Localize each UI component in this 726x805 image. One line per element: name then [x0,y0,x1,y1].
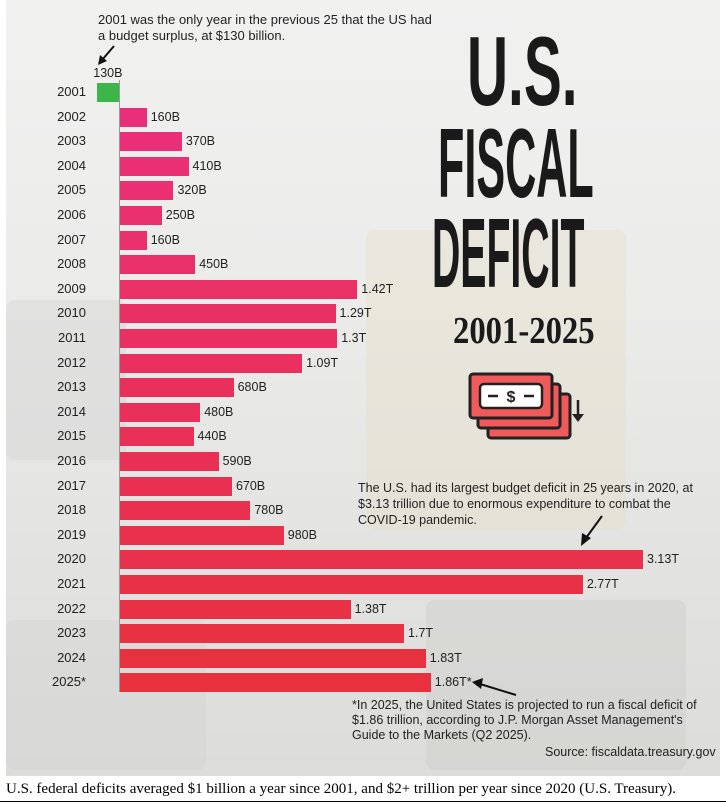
bar-deficit [120,452,219,471]
data-label: 370B [185,134,216,149]
y-tick-label: 2010 [57,305,86,321]
data-label: 450B [199,257,229,272]
data-label: 440B [197,429,227,444]
bar-deficit [120,304,336,324]
y-tick-label: 2018 [57,502,86,518]
bar-deficit [120,206,162,225]
y-tick-label: 2014 [57,403,86,419]
bar-deficit [120,648,426,668]
y-tick-label: 2003 [57,133,86,149]
annotation-projection: *In 2025, the United States is projected… [352,698,697,742]
data-label: 160B [150,232,180,247]
y-tick-label: 2015 [57,428,86,444]
background-money-texture [6,0,720,776]
title-line-1: U.S. [467,16,578,126]
bar-deficit [120,427,194,447]
data-label: 1.86T* [434,675,472,690]
arrow-icon [581,515,603,546]
bar-deficit [120,673,431,693]
data-label: 250B [165,208,195,222]
y-tick-label: 2013 [57,379,86,395]
bar-deficit [120,476,232,496]
bar-deficit [120,599,351,619]
data-label: 980B [287,527,317,542]
bar-deficit [120,255,196,275]
bar-deficit [120,132,182,152]
title-line-2: FISCAL [438,108,594,218]
source-note: Source: fiscaldata.treasury.gov [545,745,716,759]
data-label: 1.3T [341,331,367,345]
y-tick-label: 2012 [57,354,86,370]
y-tick-label: 2022 [57,600,86,616]
annotation-surplus: 2001 was the only year in the previous 2… [98,12,432,43]
subtitle-years: 2001-2025 [453,310,595,352]
y-tick-label: 2019 [57,526,86,542]
y-tick-label: 2007 [57,231,86,247]
data-label: 320B [177,183,207,198]
y-tick-label: 2020 [57,551,86,567]
data-label: 1.83T [429,650,462,665]
y-tick-label: 2025* [52,674,86,690]
arrow-icon [98,45,115,65]
data-label: 670B [235,478,266,493]
y-tick-label: 2008 [57,256,86,272]
y-tick-label: 2023 [57,625,86,641]
data-label: 3.13T [647,552,679,567]
bar-deficit [120,230,147,250]
data-label: 1.29T [339,306,372,321]
annotation-covid: The U.S. had its largest budget deficit … [358,481,693,527]
bar-deficit [120,353,303,373]
bar-deficit [120,107,147,127]
data-label: 590B [222,454,252,468]
data-label: 1.7T [408,626,434,641]
bar-deficit [120,624,405,644]
y-tick-label: 2021 [57,576,86,591]
title-line-3: DEFICIT [432,198,585,308]
y-tick-label: 2016 [57,453,86,468]
bar-deficit [120,181,174,201]
y-tick-label: 2009 [57,280,86,296]
data-label: 130B [93,66,123,80]
bar-deficit [120,550,643,570]
y-tick-label: 2004 [57,157,86,173]
y-tick-label: 2017 [57,477,86,493]
bar-deficit [120,378,234,398]
data-label: 1.42T [361,281,394,296]
y-axis-line [119,80,120,692]
divider [0,801,726,802]
svg-text:$: $ [507,389,516,406]
data-label: 680B [237,380,267,395]
bar-deficit [120,402,201,422]
y-tick-label: 2002 [57,108,86,124]
bar-deficit [120,279,358,299]
data-label: 410B [192,158,222,173]
arrow-icon [472,678,517,696]
data-label: 2.77T [586,577,619,591]
y-tick-label: 2001 [57,84,86,99]
data-label: 780B [254,503,284,518]
y-tick-label: 2005 [57,182,86,198]
y-tick-label: 2006 [57,207,86,222]
data-label: 480B [204,404,234,419]
money-stack-icon: $ [468,372,584,440]
data-label: 1.38T [354,601,387,616]
bar-surplus [97,83,119,102]
y-tick-label: 2011 [58,330,86,345]
data-label: 1.09T [306,355,339,370]
bar-deficit [120,156,189,176]
data-label: 160B [150,109,180,124]
y-tick-label: 2024 [57,649,86,665]
bar-deficit [120,525,284,545]
bar-deficit [120,501,251,521]
bar-deficit [120,575,583,594]
figure-caption: U.S. federal deficits averaged $1 billio… [6,781,676,797]
bar-deficit [120,329,338,348]
